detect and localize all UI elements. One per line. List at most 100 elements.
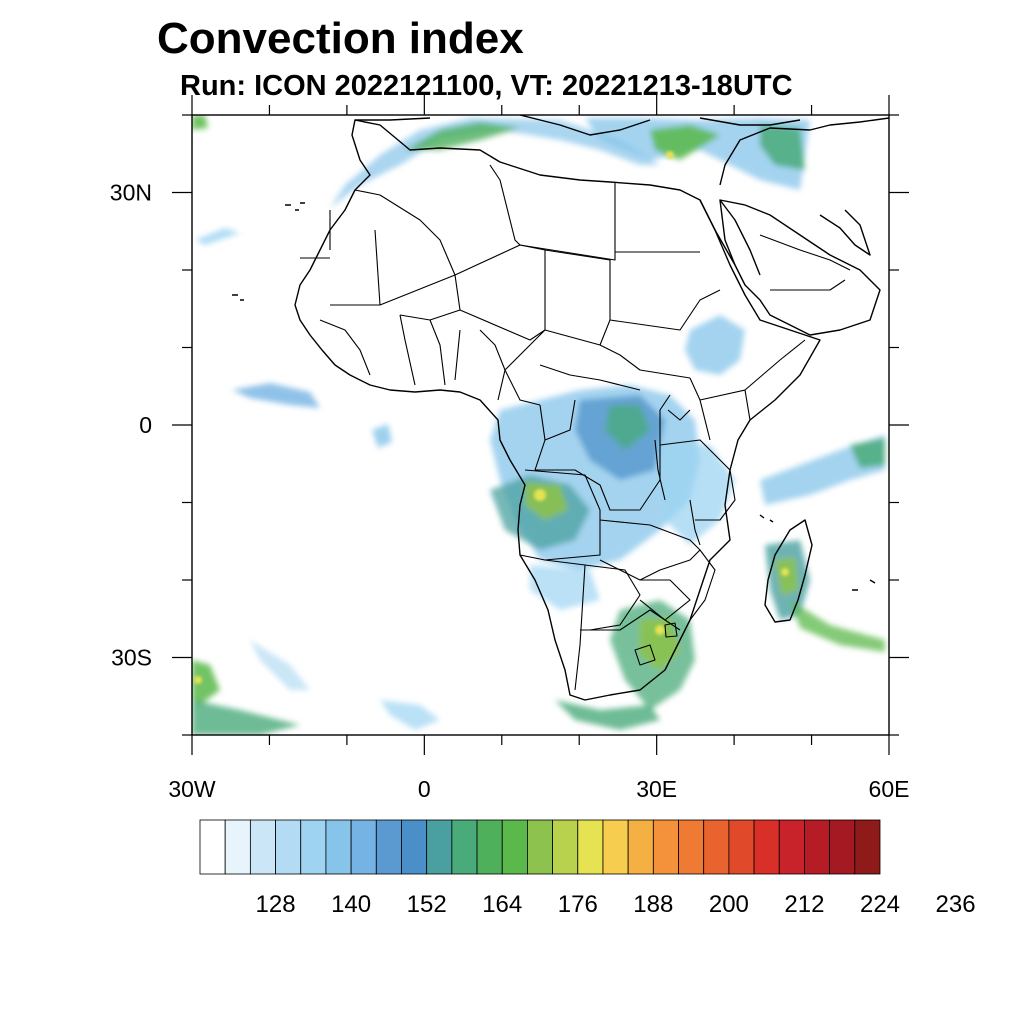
- colorbar-swatch: [627, 819, 654, 875]
- border-drc: [535, 394, 671, 511]
- colorbar-swatch: [224, 819, 251, 875]
- colorbar-swatch: [325, 819, 352, 875]
- field-mediterranean-core: [405, 122, 520, 150]
- border-zambia: [599, 519, 701, 581]
- field-south-madagascar: [790, 600, 885, 652]
- border-south-africa: [580, 609, 681, 631]
- colorbar-swatch: [350, 819, 377, 875]
- field-ethiopia: [685, 315, 745, 375]
- canary-islands: [232, 202, 305, 301]
- mascarene: [852, 579, 876, 591]
- y-tick-label: 0: [139, 412, 152, 438]
- map-subtitle: Run: ICON 2022121100, VT: 20221213-18UTC: [180, 70, 793, 102]
- colorbar-swatch: [275, 819, 302, 875]
- colorbar-label: 176: [558, 891, 598, 918]
- persian-gulf-coast: [819, 209, 871, 256]
- colorbar-swatch: [577, 819, 604, 875]
- colorbar: 128 140 152 164 176 188 200 212 224 236: [199, 819, 976, 918]
- comoros: [759, 514, 774, 523]
- field-atlantic-small: [372, 424, 392, 448]
- colorbar-swatch: [678, 819, 705, 875]
- field-southwest-peak: [194, 676, 202, 684]
- red-sea-coast: [699, 199, 761, 276]
- border-south-sudan: [599, 344, 691, 379]
- field-south-africa-core: [640, 618, 680, 670]
- colorbar-swatch: [652, 819, 679, 875]
- colorbar-label: 212: [784, 891, 824, 918]
- colorbar-swatch: [375, 819, 402, 875]
- madagascar-coastline: [764, 519, 813, 623]
- x-tick-label: 60E: [869, 776, 910, 802]
- colorbar-swatch: [854, 819, 881, 875]
- colorbar-label: 236: [936, 891, 976, 918]
- border-west-africa: [319, 314, 506, 401]
- field-south-atlantic-west: [250, 640, 310, 690]
- colorbar-label: 188: [633, 891, 673, 918]
- field-northwest-corner: [192, 115, 208, 130]
- x-tick-label: 30E: [636, 776, 677, 802]
- field-indian-ocean-core: [850, 438, 885, 468]
- colorbar-label: 200: [709, 891, 749, 918]
- colorbar-label: 164: [482, 891, 522, 918]
- field-mediterranean: [330, 118, 660, 208]
- border-somalia: [744, 339, 806, 391]
- map-title: Convection index: [157, 14, 524, 63]
- x-tick-label: 0: [418, 776, 431, 802]
- field-levant-core: [760, 125, 805, 170]
- border-eswatini: [664, 622, 678, 638]
- colorbar-swatch: [778, 819, 805, 875]
- border-arabia: [759, 234, 851, 291]
- colorbar-swatch: [426, 819, 453, 875]
- colorbar-swatch: [401, 819, 428, 875]
- country-borders: [300, 164, 851, 691]
- border-libya-egypt: [519, 182, 616, 261]
- field-southwest-corner-low: [192, 700, 300, 735]
- colorbar-swatch: [501, 819, 528, 875]
- axis-labels: 30W 0 30E 60E 30N 0 30S: [110, 180, 910, 803]
- colorbar-swatch: [249, 819, 276, 875]
- field-congo-inner: [605, 405, 650, 450]
- field-madagascar-peak: [781, 568, 789, 576]
- field-east-med: [585, 118, 810, 190]
- border-algeria-libya: [454, 164, 521, 276]
- coastlines: [232, 115, 889, 701]
- colorbar-swatch: [829, 819, 856, 875]
- field-atlantic-equatorial: [232, 383, 320, 408]
- colorbar-swatch: [602, 819, 629, 875]
- border-angola: [519, 469, 601, 561]
- border-congo: [534, 399, 576, 471]
- border-namibia: [544, 559, 586, 691]
- colorbar-swatch: [527, 819, 553, 875]
- border-nigeria-cameroon: [504, 329, 546, 406]
- europe-coastline: [355, 115, 801, 136]
- colorbar-label: 152: [407, 891, 447, 918]
- field-atlantic-north: [195, 228, 240, 245]
- border-botswana: [584, 564, 641, 631]
- field-south-africa-peak: [655, 625, 665, 635]
- colorbar-swatch: [300, 819, 327, 875]
- y-tick-label: 30N: [110, 180, 152, 206]
- colorbar-swatch: [728, 819, 755, 875]
- colorbar-swatch: [476, 819, 503, 875]
- border-car: [539, 364, 641, 391]
- field-southwest-corner: [192, 660, 220, 705]
- convection-field: [192, 115, 885, 735]
- border-lakes: [654, 409, 701, 546]
- field-cape: [555, 700, 660, 730]
- field-madagascar-core: [775, 558, 798, 595]
- levant-coastline: [719, 117, 889, 186]
- colorbar-swatch: [552, 819, 579, 875]
- field-east-med-peak: [666, 151, 674, 159]
- colorbar-swatch: [703, 819, 730, 875]
- colorbar-swatch: [753, 819, 780, 875]
- field-angola-peak: [534, 489, 546, 501]
- border-tanzania: [659, 439, 736, 521]
- border-morocco-algeria: [300, 189, 456, 276]
- colorbar-label: 128: [256, 891, 296, 918]
- arabia-coastline: [719, 199, 881, 336]
- border-lesotho: [634, 644, 656, 666]
- border-zimbabwe: [639, 579, 691, 621]
- border-sudan-ethiopia: [609, 289, 721, 331]
- field-south-atlantic: [380, 700, 440, 730]
